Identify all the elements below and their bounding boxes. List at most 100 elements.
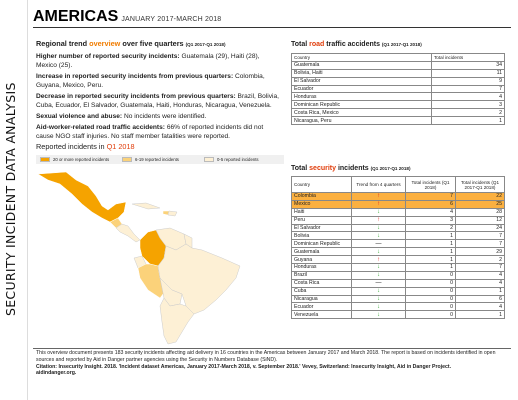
map-country-central-america (115, 223, 141, 243)
table-header-row: Country Trend from 4 quarters Total inci… (291, 176, 505, 193)
legend-item: 20 or more reported incidents (40, 157, 118, 162)
overview-item-text: 66% of reported incidents did not cause … (36, 123, 264, 140)
overview-item: Increase in reported security incidents … (36, 73, 280, 91)
table-row: El Salvador ↓ 2 24 (291, 223, 505, 233)
legend-item: 6-19 reported incidents (122, 157, 200, 162)
trend-down-icon: ↓ (351, 294, 406, 304)
security-total-cell: 12 (455, 215, 505, 225)
security-country-cell: El Salvador (291, 223, 352, 233)
overview-item-label: Increase in reported security incidents … (36, 72, 234, 80)
table-row: Ecuador ↓ 0 4 (291, 302, 505, 312)
overview-item: Higher number of reported security incid… (36, 53, 280, 71)
table-header-row: Country Total incidents (291, 53, 505, 62)
table-row: Venezuela ↓ 0 1 (291, 310, 505, 320)
table-row: Honduras ↓ 1 7 (291, 263, 505, 272)
road-total-cell: 3 (431, 100, 505, 110)
road-table-title-accent: road (309, 41, 325, 48)
security-country-cell: Nicaragua (291, 294, 352, 304)
security-q1-cell: 7 (405, 192, 456, 201)
road-total-cell: 4 (431, 92, 505, 102)
side-band: SECURITY INCIDENT DATA ANALYSIS (0, 0, 28, 400)
security-total-cell: 1 (455, 310, 505, 320)
table-row: Dominican Republic 3 (291, 100, 505, 110)
overview-item-text: Guatemala (29), Haiti (28), Mexico (25). (36, 52, 260, 69)
trend-up-icon: ↑ (351, 255, 406, 265)
legend-swatch (40, 157, 50, 162)
trend-flat-icon: — (351, 239, 406, 249)
footer-link-text[interactable]: aidindanger.org. (36, 370, 77, 377)
legend-label: 0-5 reported incidents (217, 157, 259, 162)
map-country-dominican-republic (167, 210, 178, 217)
security-q1-cell: 1 (405, 263, 456, 272)
trend-flat-icon: — (351, 278, 406, 288)
table-row: Nicaragua, Peru 1 (291, 116, 505, 126)
overview-heading-suffix: over five quarters (120, 39, 186, 48)
map-title: Reported incidents in Q1 2018 (36, 142, 135, 151)
security-total-cell: 29 (455, 247, 505, 257)
page-title: AMERICAS (33, 8, 119, 25)
map-legend: 20 or more reported incidents 6-19 repor… (36, 155, 284, 164)
security-q1-cell: 1 (405, 255, 456, 265)
security-country-cell: Cuba (291, 286, 352, 296)
overview-heading-period: (Q1 2017-Q1 2018) (185, 42, 226, 47)
map-country-cuba (131, 202, 161, 210)
table-row: Bolivia, Haiti 11 (291, 68, 505, 78)
security-total-cell: 25 (455, 199, 505, 209)
road-table-title: Total road traffic accidents (Q1 2017-Q1… (291, 41, 422, 48)
security-country-cell: Peru (291, 215, 352, 225)
security-table-title-suffix: incidents (336, 165, 371, 172)
overview-heading-prefix: Regional trend (36, 39, 90, 48)
footer-divider (33, 348, 511, 349)
footer: This overview document presents 183 secu… (36, 350, 514, 377)
road-country-cell: Nicaragua, Peru (291, 116, 432, 126)
security-country-cell: Brazil (291, 270, 352, 280)
security-q1-cell: 0 (405, 302, 456, 312)
overview-item: Decrease in reported security incidents … (36, 93, 280, 111)
road-country-cell: Honduras (291, 92, 432, 102)
table-row: Honduras 4 (291, 92, 505, 102)
security-total-cell: 1 (455, 286, 505, 296)
table-row: Cuba ↓ 0 1 (291, 286, 505, 296)
legend-label: 6-19 reported incidents (135, 157, 179, 162)
overview-item-text: Colombia, Guyana, Mexico, Peru. (36, 72, 265, 89)
security-q1-cell: 0 (405, 278, 456, 288)
table-row: Costa Rica —0 4 (291, 278, 505, 288)
security-total-cell: 28 (455, 207, 505, 217)
map-title-accent: Q1 2018 (106, 142, 135, 151)
security-q1-cell: 2 (405, 223, 456, 233)
security-total-cell: 7 (455, 231, 505, 241)
table-row: Costa Rica, Mexico 2 (291, 108, 505, 118)
map-country-southern-cone (159, 297, 195, 345)
security-q1-cell: 6 (405, 199, 456, 209)
overview-item-text: No incidents were identified. (122, 112, 207, 120)
security-country-cell: Ecuador (291, 302, 352, 312)
table-row: El Salvador 9 (291, 76, 505, 86)
road-total-cell: 1 (431, 116, 505, 126)
overview-item-label: Aid-worker-related road traffic accident… (36, 123, 165, 131)
security-q1-cell: 3 (405, 215, 456, 225)
road-country-cell: Dominican Republic (291, 100, 432, 110)
security-country-cell: Dominican Republic (291, 239, 352, 249)
overview-heading-accent: overview (89, 39, 121, 48)
table-header-cell: Trend from 4 quarters (351, 176, 406, 193)
road-country-cell: Ecuador (291, 84, 432, 94)
security-country-cell: Guyana (291, 255, 352, 265)
overview-item-label: Decrease in reported security incidents … (36, 92, 236, 100)
security-total-cell: 2 (455, 255, 505, 265)
security-total-cell: 7 (455, 239, 505, 249)
road-total-cell: 7 (431, 84, 505, 94)
security-q1-cell: 1 (405, 239, 456, 249)
security-q1-cell: 0 (405, 270, 456, 280)
overview-section: Regional trend overview over five quarte… (36, 39, 280, 144)
map-title-prefix: Reported incidents in (36, 142, 107, 151)
footer-link[interactable]: aidindanger.org. (36, 370, 514, 377)
security-total-cell: 22 (455, 192, 505, 201)
trend-down-icon: ↓ (351, 223, 406, 233)
page-header: AMERICAS JANUARY 2017-MARCH 2018 (33, 8, 221, 30)
road-total-cell: 9 (431, 76, 505, 86)
security-q1-cell: 1 (405, 247, 456, 257)
table-header-cell: Country (291, 53, 432, 62)
security-country-cell: Mexico (291, 199, 352, 209)
table-row: Brazil ↓ 0 4 (291, 270, 505, 280)
security-incidents-table: Country Trend from 4 quarters Total inci… (291, 176, 505, 320)
